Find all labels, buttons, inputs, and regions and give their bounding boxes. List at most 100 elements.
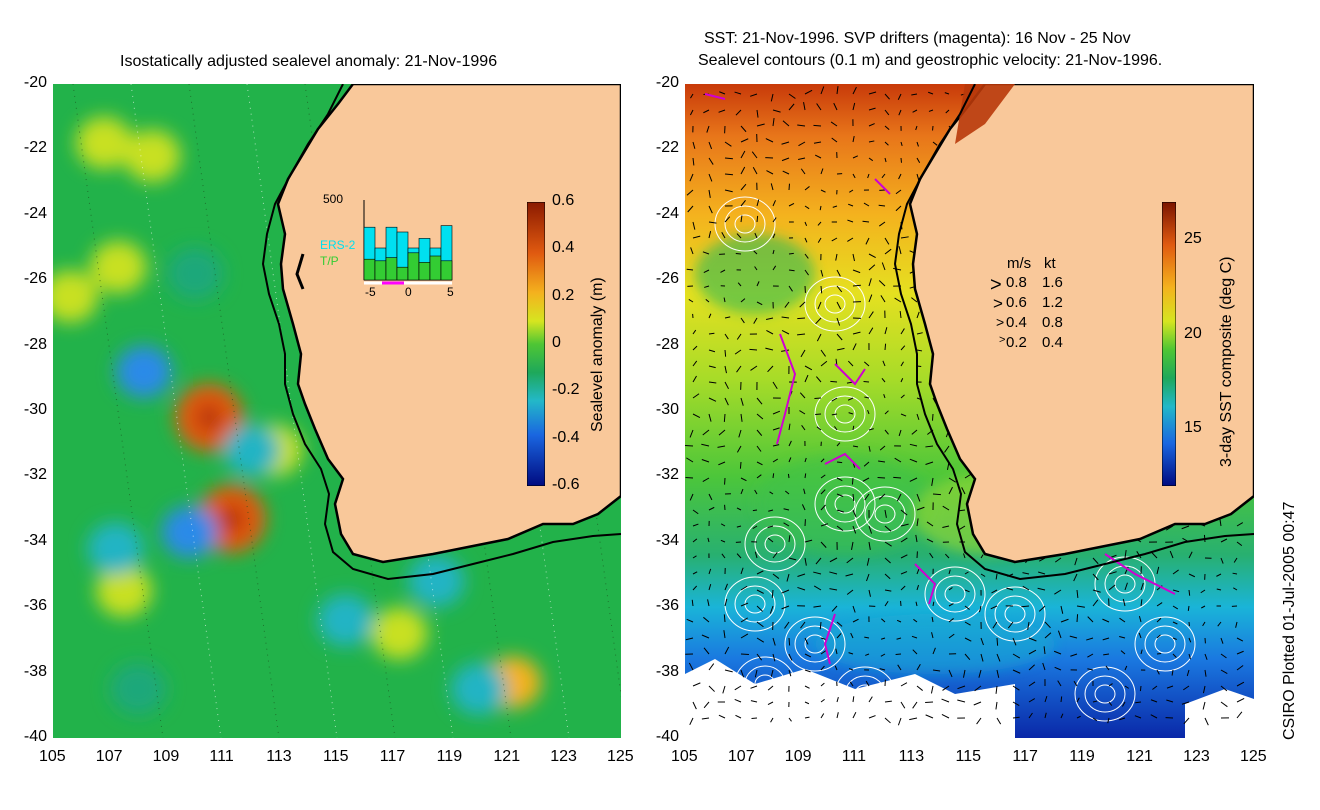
velocity-arrow: [820, 682, 825, 687]
velocity-arrow: [962, 669, 966, 678]
velocity-arrow: [1043, 646, 1046, 655]
velocity-arrow: [980, 573, 986, 577]
velocity-arrow: [788, 669, 792, 677]
velocity-arrow: [847, 397, 854, 401]
velocity-arrow: [1172, 569, 1179, 575]
velocity-arrow: [868, 589, 871, 597]
velocity-arrow: [1028, 637, 1037, 642]
velocity-arrow: [1007, 621, 1014, 629]
velocity-arrow: [884, 248, 892, 255]
velocity-arrow: [926, 521, 934, 527]
velocity-arrow: [819, 205, 822, 211]
velocity-arrow: [772, 458, 779, 463]
inset-ymax-label: 500: [323, 192, 344, 206]
sealevel-contour: [854, 684, 876, 704]
velocity-arrow: [724, 216, 731, 223]
x-tick-label: 125: [1240, 748, 1267, 765]
velocity-arrow: [804, 701, 810, 705]
velocity-arrow: [734, 685, 742, 691]
velocity-arrow: [980, 637, 984, 646]
x-tick-label: 105: [39, 748, 66, 765]
velocity-arrow: [913, 618, 918, 623]
sealevel-contour: [754, 525, 796, 563]
velocity-arrow: [1220, 538, 1228, 543]
velocity-arrow: [829, 557, 838, 563]
velocity-arrow: [852, 135, 855, 143]
velocity-arrow: [781, 349, 790, 352]
sealevel-contour: [874, 504, 896, 524]
velocity-arrow: [820, 489, 826, 495]
velocity-arrow: [753, 250, 758, 255]
velocity-arrow: [708, 313, 712, 319]
velocity-arrow: [690, 93, 694, 99]
velocity-arrow: [980, 554, 984, 559]
velocity-arrow: [974, 685, 982, 692]
velocity-arrow: [756, 397, 763, 405]
velocity-arrow: [767, 525, 774, 528]
velocity-arrow: [1236, 697, 1245, 703]
velocity-arrow: [1233, 587, 1238, 591]
velocity-arrow: [1139, 685, 1142, 692]
velocity-arrow: [912, 701, 918, 709]
y-tick-label: -28: [655, 335, 679, 353]
velocity-arrow: [804, 685, 810, 689]
velocity-arrow: [692, 345, 698, 351]
velocity-arrow: [740, 397, 744, 406]
velocity-arrow: [1119, 636, 1126, 639]
velocity-arrow: [1092, 700, 1098, 703]
colorbar-tick-label: 0: [552, 334, 561, 351]
velocity-arrow: [1217, 621, 1222, 627]
x-tick-label: 111: [841, 748, 867, 765]
velocity-arrow: [820, 189, 826, 193]
velocity-arrow: [724, 598, 728, 607]
drifter-track: [823, 613, 836, 665]
velocity-arrow: [884, 541, 892, 547]
velocity-arrow: [1138, 632, 1142, 639]
velocity-arrow: [781, 605, 790, 610]
colorbar-tick-label: 25: [1184, 229, 1202, 247]
velocity-legend-header-kt: kt: [1044, 255, 1056, 272]
velocity-arrow: [689, 173, 694, 182]
velocity-arrow: [868, 91, 877, 95]
colorbar-tick-label: -0.2: [552, 381, 580, 399]
velocity-arrow: [991, 589, 998, 594]
velocity-arrow: [797, 573, 806, 577]
velocity-arrow: [686, 189, 694, 196]
velocity-arrow: [692, 141, 696, 149]
velocity-arrow: [916, 493, 921, 502]
x-tick-label: 107: [727, 748, 755, 765]
velocity-arrow: [718, 461, 726, 466]
x-tick-label: 111: [209, 748, 234, 765]
velocity-arrow: [1140, 599, 1143, 607]
sealevel-contour: [1084, 675, 1126, 713]
velocity-arrow: [815, 317, 822, 325]
sealevel-contour: [834, 494, 856, 514]
velocity-arrow: [848, 203, 854, 207]
velocity-arrow: [702, 477, 710, 482]
velocity-arrow: [770, 717, 774, 723]
velocity-arrow: [1140, 649, 1143, 655]
velocity-arrow: [1102, 618, 1110, 623]
velocity-arrow: [852, 605, 856, 613]
velocity-arrow: [687, 205, 694, 213]
velocity-arrow: [964, 605, 970, 610]
velocity-arrow: [835, 253, 838, 261]
x-tick-label: 109: [152, 748, 180, 765]
velocity-arrow: [1156, 617, 1162, 623]
x-tick-label: 125: [607, 748, 634, 765]
velocity-arrow: [1054, 557, 1062, 563]
y-tick-label: -32: [23, 466, 47, 484]
velocity-arrow: [832, 205, 838, 208]
anomaly-spot: [110, 662, 167, 715]
velocity-arrow: [911, 93, 918, 96]
velocity-arrow: [1053, 650, 1062, 655]
velocity-arrow: [1183, 685, 1190, 691]
velocity-arrow: [1156, 602, 1163, 607]
velocity-arrow: [708, 685, 715, 692]
velocity-arrow: [1166, 685, 1174, 689]
inset-xtick: -5: [365, 285, 376, 299]
velocity-arrow: [868, 715, 876, 719]
velocity-arrow: [1151, 552, 1158, 559]
velocity-arrow: [724, 141, 732, 147]
velocity-arrow: [724, 583, 728, 591]
